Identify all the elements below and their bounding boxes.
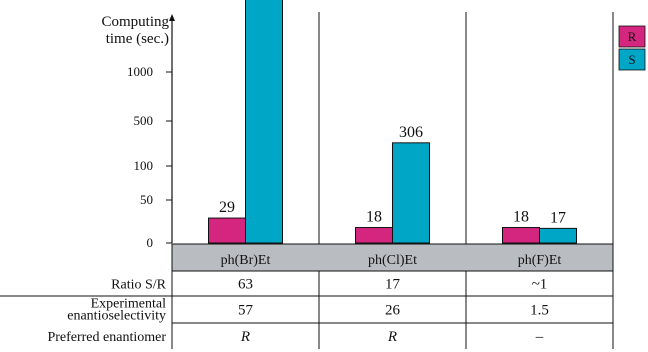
bar-S-ph(Cl)Et	[392, 142, 430, 244]
table-cell: 63	[238, 277, 253, 293]
bar-R-ph(F)Et	[502, 227, 540, 244]
table-row-label: Experimental	[91, 297, 167, 312]
table-cell: 26	[385, 303, 401, 319]
category-label: ph(F)Et	[518, 253, 562, 268]
y-tick-label: 500	[134, 113, 154, 128]
category-band	[171, 243, 614, 272]
y-tick-label: 50	[140, 192, 153, 207]
y-axis-title: Computing	[101, 14, 169, 30]
legend-label: S	[628, 52, 635, 67]
data-label: 17	[550, 209, 566, 226]
y-axis-arrow-icon	[169, 14, 175, 21]
data-label: 18	[513, 209, 529, 226]
legend-label: R	[628, 29, 637, 44]
category-label: ph(Cl)Et	[368, 253, 417, 268]
table-cell: 17	[385, 277, 401, 293]
table-row-label: Ratio S/R	[111, 278, 167, 293]
bar-S-ph(Br)Et	[245, 0, 283, 244]
table-cell: R	[387, 329, 397, 345]
table-row-label: Preferred enantiomer	[47, 330, 166, 345]
y-tick-label: 100	[134, 158, 154, 173]
bar-R-ph(Br)Et	[208, 217, 246, 244]
table-cell: –	[535, 329, 544, 345]
bar-R-ph(Cl)Et	[355, 227, 393, 244]
legend-swatch-R	[618, 25, 646, 48]
table-cell: ~1	[532, 277, 548, 293]
data-label: 306	[399, 124, 423, 141]
table-row-label: enantioselectivity	[67, 309, 166, 324]
y-tick-label: 0	[147, 235, 154, 250]
legend-swatch-S	[618, 48, 646, 71]
table-cell: 57	[238, 303, 254, 319]
category-label: ph(Br)Et	[221, 253, 271, 268]
y-axis-title: time (sec.)	[106, 31, 169, 47]
data-label: 18	[366, 209, 382, 226]
table-cell: 1.5	[530, 303, 549, 319]
table-cell: R	[240, 329, 250, 345]
bar-S-ph(F)Et	[539, 227, 577, 244]
data-label: 29	[219, 199, 235, 216]
y-tick-label: 1000	[127, 64, 153, 79]
